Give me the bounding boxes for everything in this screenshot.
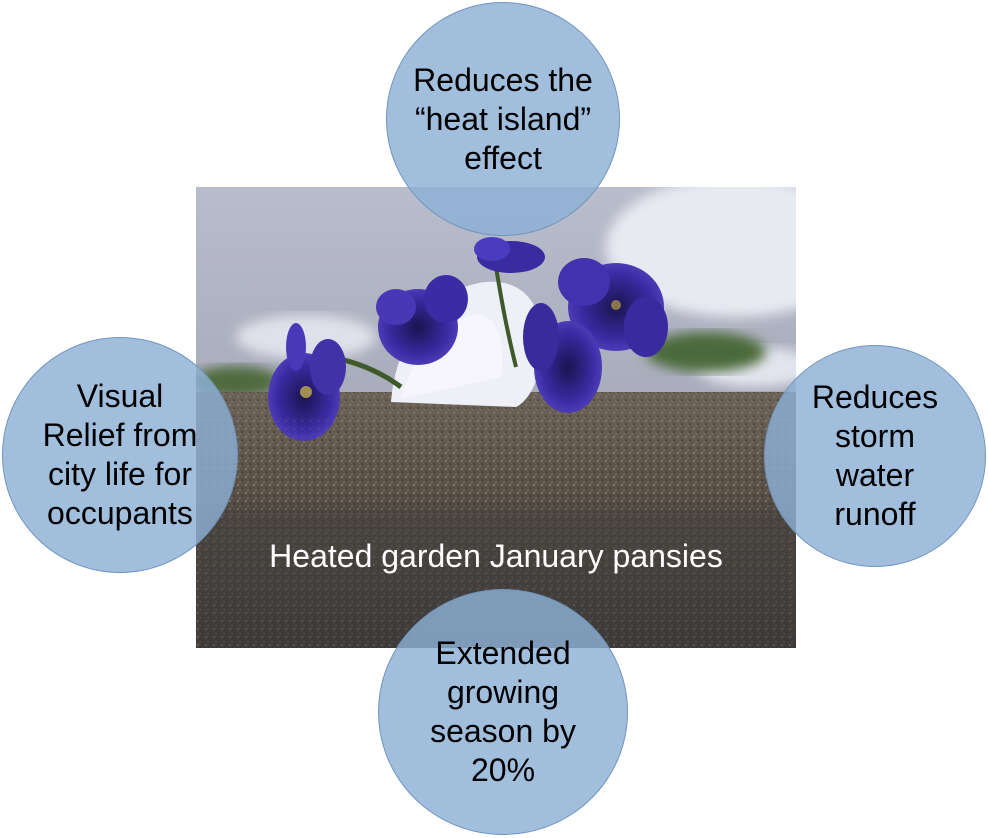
benefit-circle-growing-season: Extended growing season by 20% — [378, 589, 628, 835]
pansies-photo — [196, 187, 796, 648]
benefit-text-line: “heat island” — [414, 100, 592, 137]
benefit-circle-storm-water: Reduces storm water runoff — [764, 345, 986, 567]
benefit-text-line: water — [835, 457, 915, 493]
benefit-text-line: 20% — [470, 752, 536, 788]
benefit-text-line: city life for — [47, 456, 192, 492]
benefit-text-line: runoff — [834, 496, 916, 532]
benefit-text-line: growing — [446, 674, 560, 710]
benefit-text-line: Extended — [435, 635, 571, 671]
benefit-text-line: Reduces the — [413, 61, 593, 98]
benefit-circle-visual-relief: Visual Relief from city life for occupan… — [2, 337, 238, 573]
photo-caption: Heated garden January pansies — [269, 538, 723, 574]
benefit-text-line: effect — [464, 139, 542, 176]
benefit-text-line: storm — [834, 418, 915, 454]
benefit-text-line: Visual — [76, 378, 164, 414]
benefit-text-line: Reduces — [811, 379, 939, 415]
benefit-text-line: season by — [430, 713, 576, 749]
benefit-circle-heat-island: Reduces the “heat island” effect — [386, 2, 620, 236]
benefit-text-line: Relief from — [42, 417, 198, 453]
benefit-text-line: occupants — [47, 495, 193, 531]
